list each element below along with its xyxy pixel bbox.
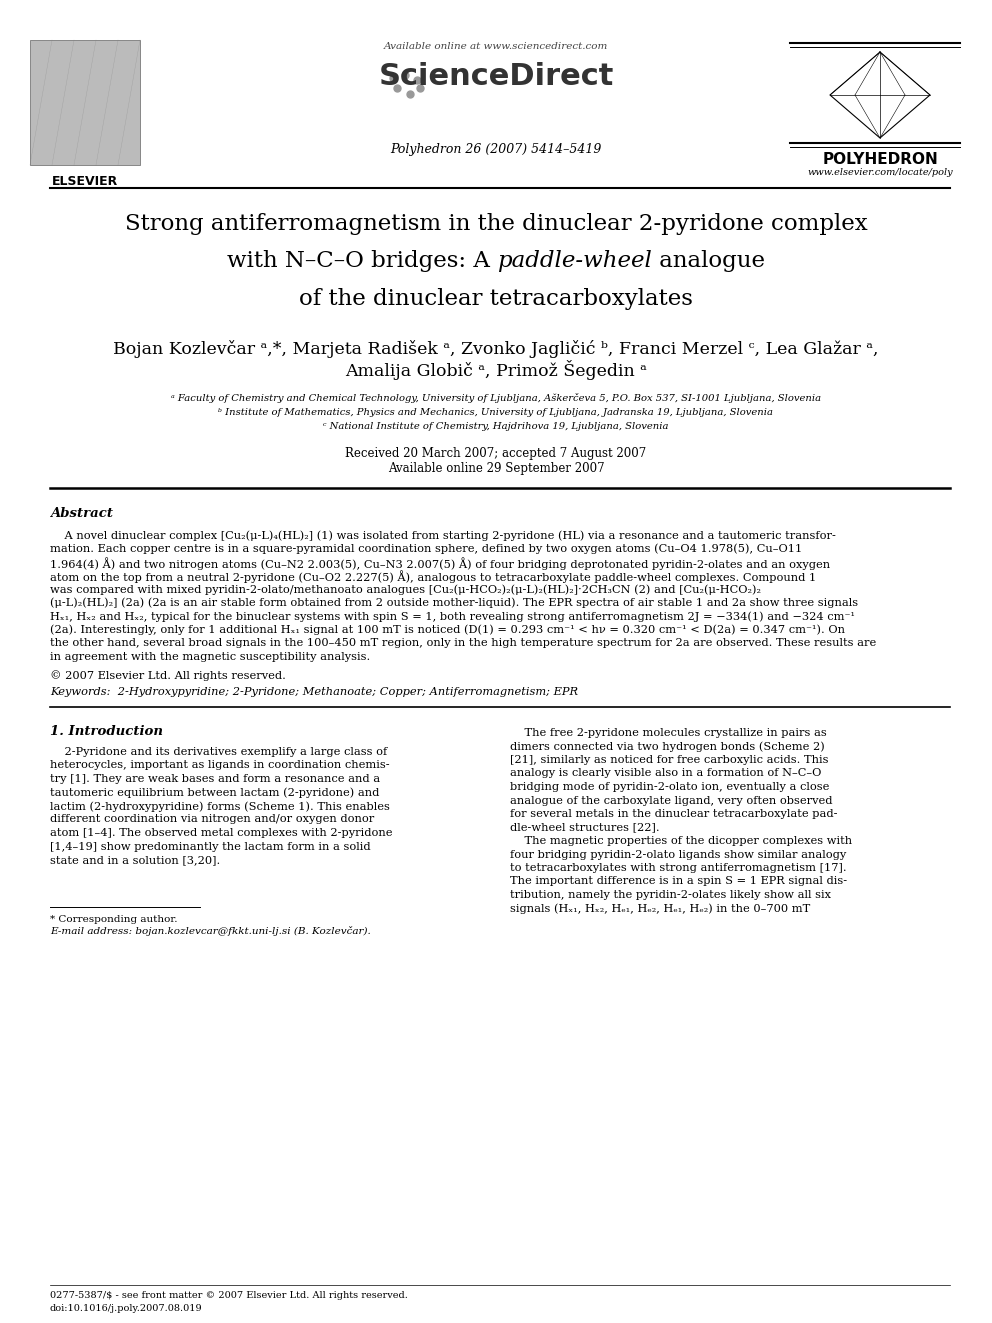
Text: analogy is clearly visible also in a formation of N–C–O: analogy is clearly visible also in a for… — [510, 769, 821, 778]
Text: [1,4–19] show predominantly the lactam form in a solid: [1,4–19] show predominantly the lactam f… — [50, 841, 371, 852]
Text: A novel dinuclear complex [Cu₂(μ-L)₄(HL)₂] (1) was isolated from starting 2-pyri: A novel dinuclear complex [Cu₂(μ-L)₄(HL)… — [50, 531, 836, 541]
Text: state and in a solution [3,20].: state and in a solution [3,20]. — [50, 855, 220, 865]
Text: ELSEVIER: ELSEVIER — [52, 175, 118, 188]
Text: try [1]. They are weak bases and form a resonance and a: try [1]. They are weak bases and form a … — [50, 774, 380, 785]
Text: the other hand, several broad signals in the 100–450 mT region, only in the high: the other hand, several broad signals in… — [50, 638, 876, 648]
Text: of the dinuclear tetracarboxylates: of the dinuclear tetracarboxylates — [299, 288, 693, 310]
Text: with N–C–O bridges: A: with N–C–O bridges: A — [227, 250, 497, 273]
Text: ᵃ Faculty of Chemistry and Chemical Technology, University of Ljubljana, Aškerče: ᵃ Faculty of Chemistry and Chemical Tech… — [171, 393, 821, 404]
Text: Strong antiferromagnetism in the dinuclear 2-pyridone complex: Strong antiferromagnetism in the dinucle… — [125, 213, 867, 235]
Text: Abstract: Abstract — [50, 507, 113, 520]
Text: lactim (2-hydroxypyridine) forms (Scheme 1). This enables: lactim (2-hydroxypyridine) forms (Scheme… — [50, 800, 390, 811]
Text: Bojan Kozlevčar ᵃ,*, Marjeta Radišek ᵃ, Zvonko Jagličić ᵇ, Franci Merzel ᶜ, Lea : Bojan Kozlevčar ᵃ,*, Marjeta Radišek ᵃ, … — [113, 340, 879, 359]
Text: The important difference is in a spin S = 1 EPR signal dis-: The important difference is in a spin S … — [510, 877, 847, 886]
Text: Amalija Globič ᵃ, Primož Šegedin ᵃ: Amalija Globič ᵃ, Primož Šegedin ᵃ — [345, 360, 647, 380]
Text: * Corresponding author.: * Corresponding author. — [50, 914, 178, 923]
Text: Keywords:  2-Hydroxypyridine; 2-Pyridone; Methanoate; Copper; Antiferromagnetism: Keywords: 2-Hydroxypyridine; 2-Pyridone;… — [50, 687, 578, 697]
Text: analogue: analogue — [652, 250, 765, 273]
Text: ᶜ National Institute of Chemistry, Hajdrihova 19, Ljubljana, Slovenia: ᶜ National Institute of Chemistry, Hajdr… — [323, 422, 669, 431]
Text: mation. Each copper centre is in a square-pyramidal coordination sphere, defined: mation. Each copper centre is in a squar… — [50, 544, 803, 554]
Text: to tetracarboxylates with strong antiferromagnetism [17].: to tetracarboxylates with strong antifer… — [510, 863, 846, 873]
Text: 1. Introduction: 1. Introduction — [50, 725, 163, 738]
Text: E-mail address: bojan.kozlevcar@fkkt.uni-lj.si (B. Kozlevčar).: E-mail address: bojan.kozlevcar@fkkt.uni… — [50, 926, 371, 937]
Text: Available online 29 September 2007: Available online 29 September 2007 — [388, 462, 604, 475]
Text: tautomeric equilibrium between lactam (2-pyridone) and: tautomeric equilibrium between lactam (2… — [50, 787, 379, 798]
Text: tribution, namely the pyridin-2-olates likely show all six: tribution, namely the pyridin-2-olates l… — [510, 890, 831, 900]
Text: doi:10.1016/j.poly.2007.08.019: doi:10.1016/j.poly.2007.08.019 — [50, 1304, 202, 1312]
Bar — [30, 40, 140, 165]
Text: [21], similarly as noticed for free carboxylic acids. This: [21], similarly as noticed for free carb… — [510, 755, 828, 765]
Text: atom [1–4]. The observed metal complexes with 2-pyridone: atom [1–4]. The observed metal complexes… — [50, 828, 393, 837]
Text: for several metals in the dinuclear tetracarboxylate pad-: for several metals in the dinuclear tetr… — [510, 808, 837, 819]
Text: heterocycles, important as ligands in coordination chemis-: heterocycles, important as ligands in co… — [50, 761, 390, 770]
Text: The magnetic properties of the dicopper complexes with: The magnetic properties of the dicopper … — [510, 836, 852, 845]
Text: Hₓ₁, Hₓ₂ and Hₓ₂, typical for the binuclear systems with spin S = 1, both reveal: Hₓ₁, Hₓ₂ and Hₓ₂, typical for the binucl… — [50, 611, 855, 622]
Text: ScienceDirect: ScienceDirect — [378, 62, 614, 91]
Text: paddle-wheel: paddle-wheel — [497, 250, 652, 273]
Text: 0277-5387/$ - see front matter © 2007 Elsevier Ltd. All rights reserved.: 0277-5387/$ - see front matter © 2007 El… — [50, 1291, 408, 1301]
Text: dle-wheel structures [22].: dle-wheel structures [22]. — [510, 823, 660, 832]
Text: four bridging pyridin-2-olato ligands show similar analogy: four bridging pyridin-2-olato ligands sh… — [510, 849, 846, 860]
Text: The free 2-pyridone molecules crystallize in pairs as: The free 2-pyridone molecules crystalliz… — [510, 728, 826, 738]
Text: was compared with mixed pyridin-2-olato/methanoato analogues [Cu₂(μ-HCO₂)₂(μ-L)₂: was compared with mixed pyridin-2-olato/… — [50, 583, 761, 594]
Text: signals (Hₓ₁, Hₓ₂, Hₑ₁, Hₑ₂, Hₑ₁, Hₑ₂) in the 0–700 mT: signals (Hₓ₁, Hₓ₂, Hₑ₁, Hₑ₂, Hₑ₁, Hₑ₂) i… — [510, 904, 810, 914]
Text: different coordination via nitrogen and/or oxygen donor: different coordination via nitrogen and/… — [50, 815, 374, 824]
Text: (μ-L)₂(HL)₂] (2a) (2a is an air stable form obtained from 2 outside mother-liqui: (μ-L)₂(HL)₂] (2a) (2a is an air stable f… — [50, 598, 858, 609]
Text: (2a). Interestingly, only for 1 additional Hₓ₁ signal at 100 mT is noticed (D(1): (2a). Interestingly, only for 1 addition… — [50, 624, 845, 635]
Text: Received 20 March 2007; accepted 7 August 2007: Received 20 March 2007; accepted 7 Augus… — [345, 447, 647, 460]
Text: Available online at www.sciencedirect.com: Available online at www.sciencedirect.co… — [384, 42, 608, 52]
Text: POLYHEDRON: POLYHEDRON — [822, 152, 937, 167]
Text: atom on the top from a neutral 2-pyridone (Cu–O2 2.227(5) Å), analogous to tetra: atom on the top from a neutral 2-pyridon… — [50, 570, 816, 583]
Text: www.elsevier.com/locate/poly: www.elsevier.com/locate/poly — [807, 168, 952, 177]
Text: bridging mode of pyridin-2-olato ion, eventually a close: bridging mode of pyridin-2-olato ion, ev… — [510, 782, 829, 792]
Text: ᵇ Institute of Mathematics, Physics and Mechanics, University of Ljubljana, Jadr: ᵇ Institute of Mathematics, Physics and … — [218, 407, 774, 417]
Text: dimers connected via two hydrogen bonds (Scheme 2): dimers connected via two hydrogen bonds … — [510, 741, 824, 751]
Text: in agreement with the magnetic susceptibility analysis.: in agreement with the magnetic susceptib… — [50, 651, 370, 662]
Text: © 2007 Elsevier Ltd. All rights reserved.: © 2007 Elsevier Ltd. All rights reserved… — [50, 669, 286, 681]
Text: analogue of the carboxylate ligand, very often observed: analogue of the carboxylate ligand, very… — [510, 795, 832, 806]
Text: Polyhedron 26 (2007) 5414–5419: Polyhedron 26 (2007) 5414–5419 — [390, 143, 602, 156]
Text: 2-Pyridone and its derivatives exemplify a large class of: 2-Pyridone and its derivatives exemplify… — [50, 747, 387, 757]
Text: 1.964(4) Å) and two nitrogen atoms (Cu–N2 2.003(5), Cu–N3 2.007(5) Å) of four br: 1.964(4) Å) and two nitrogen atoms (Cu–N… — [50, 557, 830, 570]
